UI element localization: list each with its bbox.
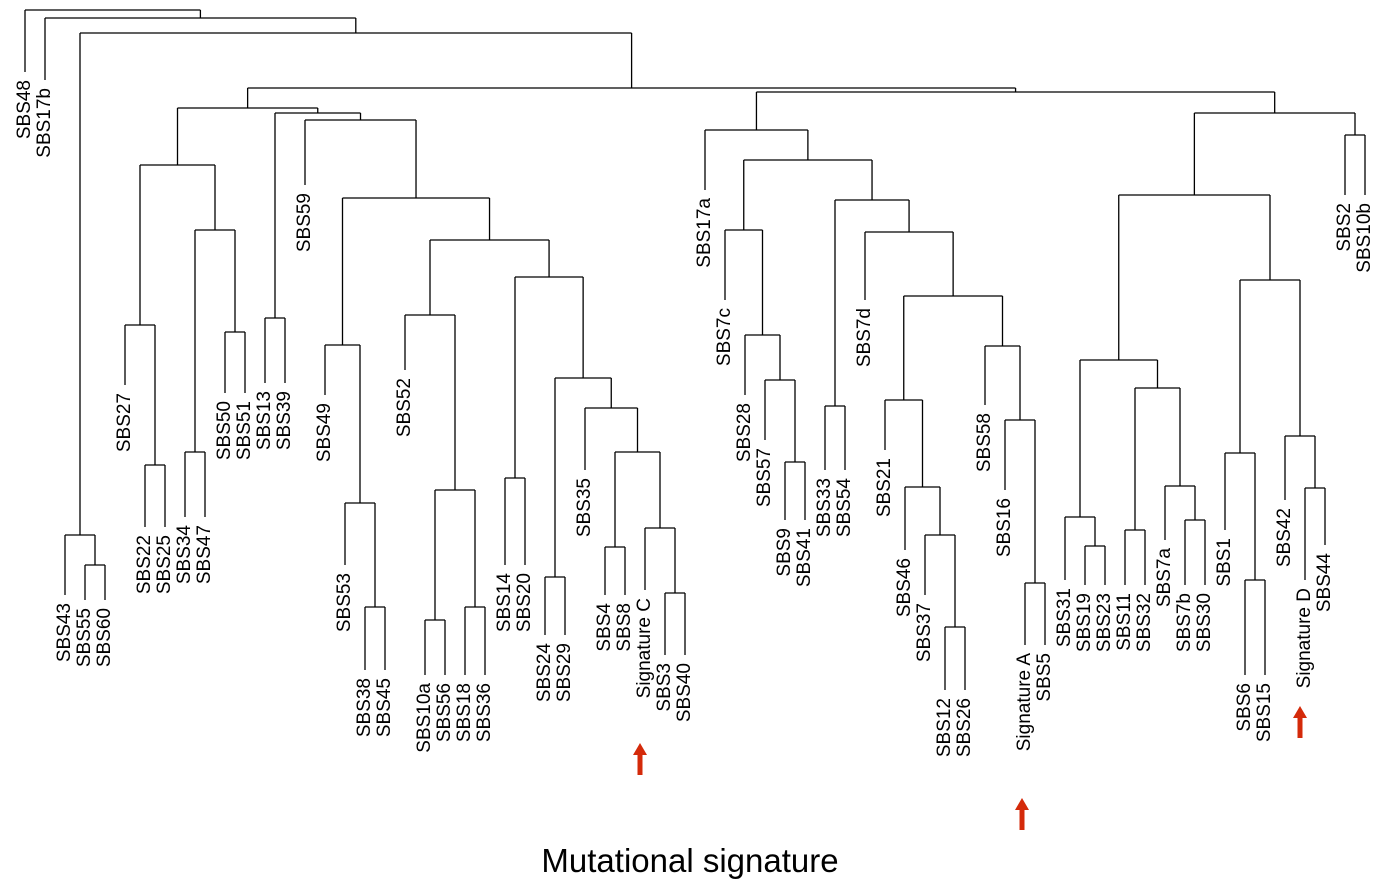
leaf-label: SBS2 bbox=[1334, 203, 1355, 252]
leaf-label: SBS21 bbox=[874, 458, 895, 517]
leaf-label: SBS15 bbox=[1254, 683, 1275, 742]
leaf-label: SBS7c bbox=[714, 308, 735, 366]
leaf-label: SBS9 bbox=[774, 528, 795, 577]
leaf-label: SBS7d bbox=[854, 308, 875, 367]
leaf-label: SBS60 bbox=[94, 608, 115, 667]
leaf-label: SBS43 bbox=[54, 603, 75, 662]
leaf-label: SBS20 bbox=[514, 573, 535, 632]
leaf-label: SBS29 bbox=[554, 643, 575, 702]
leaf-label: SBS16 bbox=[994, 498, 1015, 557]
leaf-label: SBS27 bbox=[114, 393, 135, 452]
arrow bbox=[1293, 706, 1307, 738]
leaf-label: SBS23 bbox=[1094, 593, 1115, 652]
leaf-label: SBS56 bbox=[434, 683, 455, 742]
leaf-label: SBS17b bbox=[34, 88, 55, 158]
leaf-label: SBS48 bbox=[14, 80, 35, 139]
leaf-label: SBS42 bbox=[1274, 508, 1295, 567]
leaf-label: SBS25 bbox=[154, 535, 175, 594]
leaf-label: SBS4 bbox=[594, 603, 615, 652]
leaf-label: SBS46 bbox=[894, 558, 915, 617]
leaf-label: SBS51 bbox=[234, 401, 255, 460]
leaf-label: SBS12 bbox=[934, 698, 955, 757]
leaf-label: SBS5 bbox=[1034, 653, 1055, 702]
leaf-label: SBS30 bbox=[1194, 593, 1215, 652]
leaf-label: SBS14 bbox=[494, 573, 515, 633]
leaf-label: Signature C bbox=[634, 598, 655, 698]
arrows bbox=[633, 706, 1307, 830]
leaf-label: SBS10b bbox=[1354, 203, 1375, 273]
leaf-label: SBS57 bbox=[754, 448, 775, 507]
leaf-label: SBS3 bbox=[654, 663, 675, 712]
leaf-label: SBS58 bbox=[974, 413, 995, 472]
leaf-label: Signature A bbox=[1014, 653, 1035, 752]
leaf-label: SBS55 bbox=[74, 608, 95, 667]
leaf-label: SBS47 bbox=[194, 525, 215, 584]
leaf-label: SBS39 bbox=[274, 391, 295, 450]
leaf-label: SBS35 bbox=[574, 478, 595, 537]
leaf-label: SBS36 bbox=[474, 683, 495, 742]
leaf-label: SBS18 bbox=[454, 683, 475, 742]
leaf-label: SBS40 bbox=[674, 663, 695, 722]
leaf-label: SBS19 bbox=[1074, 593, 1095, 652]
arrow bbox=[1015, 798, 1029, 830]
leaf-label: SBS6 bbox=[1234, 683, 1255, 732]
leaf-label: SBS11 bbox=[1114, 593, 1135, 651]
leaf-label: SBS7a bbox=[1154, 548, 1175, 608]
leaf-label: SBS26 bbox=[954, 698, 975, 757]
axis-title: Mutational signature bbox=[541, 842, 838, 879]
leaf-label: SBS45 bbox=[374, 678, 395, 737]
leaf-label: SBS50 bbox=[214, 401, 235, 460]
leaf-label: SBS53 bbox=[334, 573, 355, 632]
leaf-label: SBS24 bbox=[534, 643, 555, 703]
leaf-label: SBS28 bbox=[734, 403, 755, 462]
leaf-label: SBS1 bbox=[1214, 538, 1235, 587]
leaf-label: SBS59 bbox=[294, 193, 315, 252]
leaf-label: SBS10a bbox=[414, 683, 435, 753]
leaf-label: SBS13 bbox=[254, 391, 275, 450]
arrow bbox=[633, 743, 647, 775]
leaf-label: SBS49 bbox=[314, 403, 335, 462]
leaf-label: SBS37 bbox=[914, 603, 935, 662]
leaf-label: SBS34 bbox=[174, 525, 195, 585]
leaf-label: SBS17a bbox=[694, 198, 715, 268]
leaf-label: SBS32 bbox=[1134, 593, 1155, 652]
leaf-label: SBS52 bbox=[394, 378, 415, 437]
leaf-label: SBS31 bbox=[1054, 588, 1075, 647]
leaf-label: SBS7b bbox=[1174, 593, 1195, 652]
leaf-label: SBS22 bbox=[134, 535, 155, 594]
leaf-label: SBS44 bbox=[1314, 553, 1335, 613]
leaf-label: SBS33 bbox=[814, 478, 835, 537]
leaf-label: SBS41 bbox=[794, 528, 815, 587]
leaf-label: Signature D bbox=[1294, 588, 1315, 688]
leaf-label: SBS38 bbox=[354, 678, 375, 737]
leaf-label: SBS54 bbox=[834, 478, 855, 538]
leaf-label: SBS8 bbox=[614, 603, 635, 652]
